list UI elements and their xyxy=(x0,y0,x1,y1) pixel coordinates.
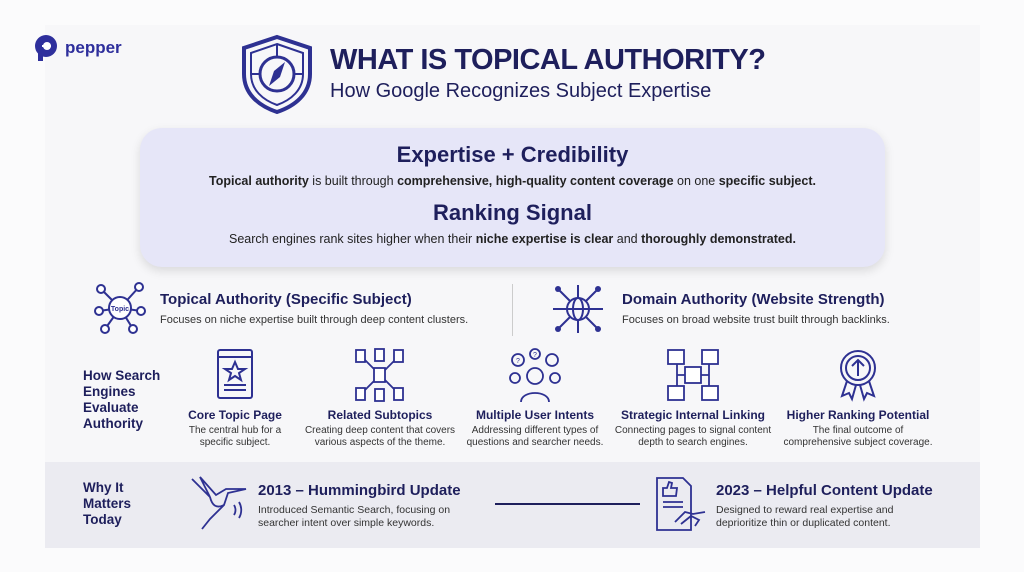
step-desc: The central hub for a specific subject. xyxy=(188,425,282,448)
summary-box: Expertise + Credibility Topical authorit… xyxy=(140,128,885,267)
step-title: Core Topic Page xyxy=(188,408,282,422)
step-multiple-user-intents: ?? Multiple User Intents Addressing diff… xyxy=(455,348,615,449)
emphasis-text: specific subject. xyxy=(718,174,816,188)
page-title: WHAT IS TOPICAL AUTHORITY? xyxy=(330,44,766,76)
linked-pages-icon xyxy=(667,349,719,401)
brand-name: pepper xyxy=(65,38,122,57)
step-title: Strategic Internal Linking xyxy=(620,408,766,422)
document-handshake-icon xyxy=(656,477,706,531)
shield-compass-icon xyxy=(242,34,312,114)
step-related-subtopics: Related Subtopics Creating deep content … xyxy=(300,348,460,449)
topical-authority: Topical Authority (Specific Subject) Foc… xyxy=(160,291,468,326)
star-page-icon xyxy=(217,349,253,399)
evaluate-label: How Search Engines Evaluate Authority xyxy=(83,368,161,431)
step-higher-ranking-potential: Higher Ranking Potential The final outco… xyxy=(778,348,938,449)
domain-authority-desc: Focuses on broad website trust built thr… xyxy=(622,314,890,326)
summary-heading-ranking: Ranking Signal xyxy=(433,200,592,225)
step-title: Related Subtopics xyxy=(327,408,433,422)
award-arrow-icon xyxy=(840,350,876,402)
emphasis-text: comprehensive, high-quality content cove… xyxy=(397,174,674,188)
helpful-content-update: 2023 – Helpful Content Update Designed t… xyxy=(716,482,936,530)
text-segment: is built through xyxy=(308,174,398,188)
text-segment: on one xyxy=(673,174,719,188)
comparison-divider xyxy=(512,284,513,336)
why-it-matters-band xyxy=(45,462,980,548)
domain-authority: Domain Authority (Website Strength) Focu… xyxy=(622,291,890,326)
summary-line-ranking: Search engines rank sites higher when th… xyxy=(140,232,885,246)
topic-icon-label: Topic xyxy=(111,306,129,313)
step-desc: Creating deep content that covers variou… xyxy=(304,425,456,448)
step-core-topic-page: Core Topic Page The central hub for a sp… xyxy=(155,348,315,449)
topic-network-icon: Topic xyxy=(94,282,146,334)
why-label: Why It Matters Today xyxy=(83,480,132,527)
globe-links-icon xyxy=(553,285,603,333)
emphasis-text: niche expertise is clear xyxy=(475,232,614,246)
topical-authority-desc: Focuses on niche expertise built through… xyxy=(160,314,469,326)
step-desc: Connecting pages to signal content depth… xyxy=(614,425,772,448)
summary-heading-expertise: Expertise + Credibility xyxy=(396,142,629,167)
topical-authority-title: Topical Authority (Specific Subject) xyxy=(160,291,412,308)
timeline-line xyxy=(495,503,640,505)
text-segment: Search engines rank sites higher when th… xyxy=(229,232,476,246)
brand-logo: pepper xyxy=(33,34,122,62)
update-desc: Introduced Semantic Search, focusing on … xyxy=(258,504,451,529)
update-title: 2013 – Hummingbird Update xyxy=(258,482,461,499)
pepper-logo-icon xyxy=(35,35,57,61)
emphasis-text: thoroughly demonstrated. xyxy=(641,232,796,246)
text-segment: and xyxy=(613,232,642,246)
emphasis-text: Topical authority xyxy=(209,174,309,188)
step-desc: The final outcome of comprehensive subje… xyxy=(783,425,933,448)
document-cluster-icon xyxy=(355,348,404,402)
update-desc: Designed to reward real expertise and de… xyxy=(716,504,894,529)
step-title: Higher Ranking Potential xyxy=(786,408,930,422)
user-questions-icon: ?? xyxy=(509,348,561,402)
domain-authority-title: Domain Authority (Website Strength) xyxy=(622,291,885,308)
update-title: 2023 – Helpful Content Update xyxy=(716,482,933,499)
hummingbird-update: 2013 – Hummingbird Update Introduced Sem… xyxy=(258,482,478,530)
step-title: Multiple User Intents xyxy=(475,408,594,422)
step-desc: Addressing different types of questions … xyxy=(466,425,604,448)
summary-line-expertise: Topical authority is built through compr… xyxy=(140,174,885,188)
page-subtitle: How Google Recognizes Subject Expertise xyxy=(330,80,712,102)
svg-text:?: ? xyxy=(533,352,537,359)
step-strategic-internal-linking: Strategic Internal Linking Connecting pa… xyxy=(613,348,773,449)
svg-text:?: ? xyxy=(516,358,520,365)
hummingbird-icon xyxy=(191,476,247,530)
